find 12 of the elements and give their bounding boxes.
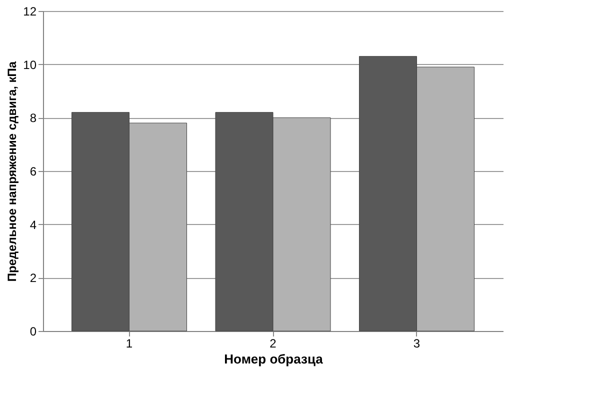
y-tick-label: 4 [30, 218, 37, 232]
y-tick-label: 6 [30, 164, 37, 178]
y-tick-label: 2 [30, 271, 37, 286]
x-tick-label: 1 [126, 336, 133, 350]
x-axis-title: Номер образца [224, 352, 324, 366]
y-tick-label: 10 [23, 58, 37, 72]
y-axis-title: Предельное напряжение сдвига, кПа [5, 61, 20, 282]
x-tick-label: 2 [270, 336, 277, 350]
y-tick-label: 12 [23, 4, 37, 18]
x-tick-label: 3 [413, 336, 420, 350]
y-tick-label: 8 [30, 111, 37, 126]
y-tick-label: 0 [30, 324, 37, 338]
